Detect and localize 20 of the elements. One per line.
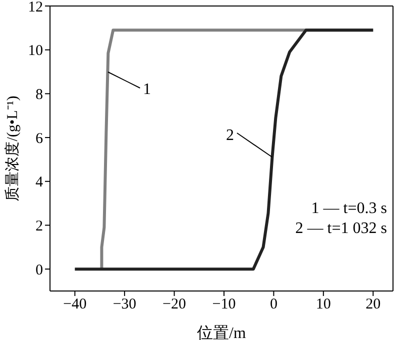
y-tick-label: 10	[28, 43, 43, 60]
annotation: 2 — t=1 032 s	[295, 220, 387, 237]
x-tick-label: 20	[366, 296, 381, 313]
y-tick-label: 12	[28, 0, 43, 16]
y-axis-title: 质量浓度/(g•L⁻¹)	[4, 96, 21, 202]
x-tick-label: −10	[212, 296, 236, 313]
annotation: 2	[226, 127, 234, 144]
x-tick-label: 0	[270, 296, 278, 313]
annotation: 1	[143, 81, 151, 98]
y-tick-label: 0	[36, 262, 43, 278]
y-tick-label: 6	[36, 130, 44, 147]
y-tick-label: 2	[36, 218, 43, 235]
x-tick-label: 10	[316, 296, 331, 313]
annotation: 1 — t=0.3 s	[311, 200, 387, 217]
x-tick-label: −40	[63, 296, 87, 313]
y-tick-label: 8	[36, 87, 43, 104]
x-axis-title: 位置/m	[197, 325, 246, 340]
x-tick-label: −30	[112, 296, 136, 313]
y-tick-label: 4	[36, 174, 44, 191]
x-tick-label: −20	[162, 296, 186, 313]
